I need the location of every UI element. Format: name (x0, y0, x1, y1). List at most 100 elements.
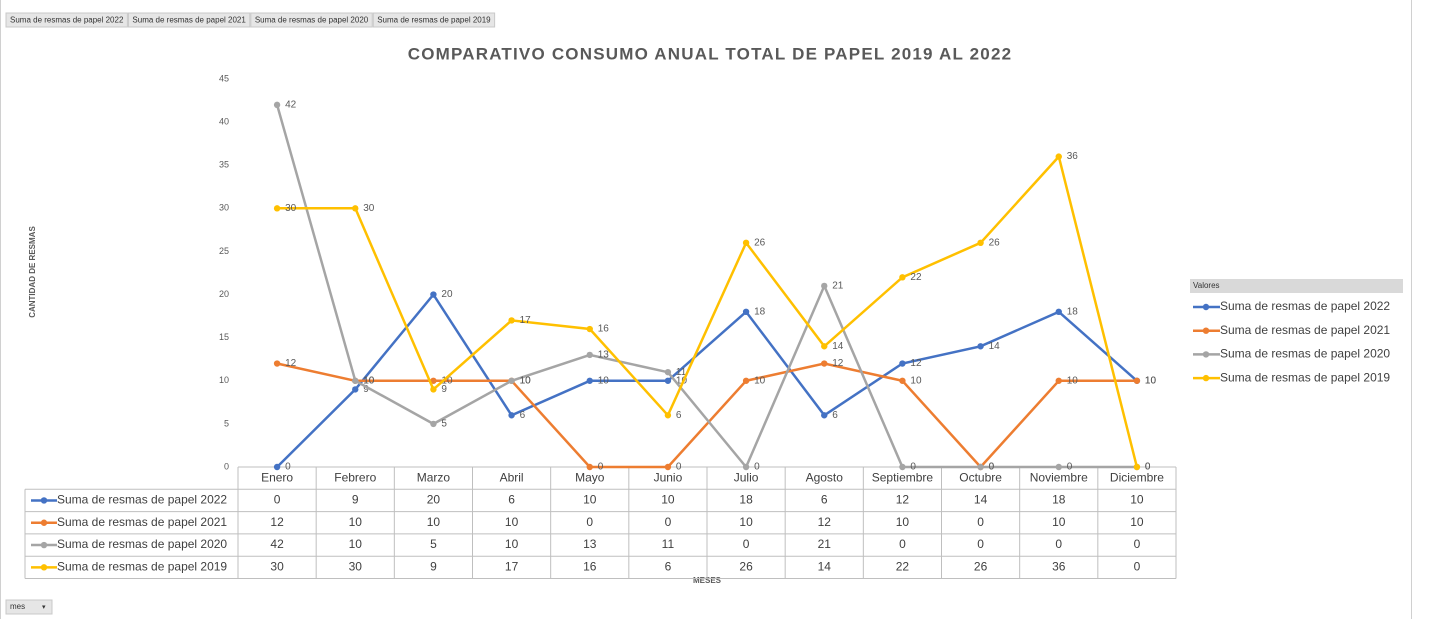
field-button-label[interactable]: Suma de resmas de papel 2021 (132, 16, 246, 25)
y-tick-label: 15 (219, 332, 229, 342)
data-point (430, 377, 437, 384)
series-line (276, 292, 1138, 468)
data-label: 0 (1067, 462, 1073, 473)
data-point (821, 360, 828, 367)
data-label: 10 (363, 375, 375, 386)
data-point (1055, 308, 1062, 315)
data-label: 30 (363, 203, 375, 214)
data-label: 0 (1145, 462, 1151, 473)
data-label: 20 (441, 289, 453, 300)
data-point (430, 386, 437, 393)
table-cell: 20 (427, 493, 441, 507)
field-button-box[interactable] (250, 12, 373, 28)
table-cell: 12 (270, 515, 284, 529)
data-label: 5 (441, 419, 447, 430)
data-label: 0 (910, 462, 916, 473)
x-tick-label: Mayo (575, 470, 605, 484)
table-cell: 10 (1130, 515, 1144, 529)
field-button-box[interactable] (5, 12, 128, 28)
filter-button-label[interactable]: mes (10, 602, 25, 611)
dropdown-arrow[interactable]: ▾ (42, 604, 46, 611)
table-cell: 12 (818, 515, 832, 529)
legend-marker (1202, 351, 1210, 358)
field-button-label[interactable]: Suma de resmas de papel 2020 (255, 16, 369, 25)
data-label: 26 (989, 237, 1001, 248)
field-button[interactable]: Suma de resmas de papel 2019 (372, 12, 496, 28)
data-point (977, 463, 984, 471)
data-point (664, 463, 672, 471)
x-tick-label: Julio (734, 470, 759, 484)
data-point (586, 377, 593, 384)
data-point (899, 274, 906, 281)
data-point (742, 377, 750, 384)
data-point (273, 101, 281, 109)
data-label: 14 (832, 341, 844, 352)
data-point (1055, 377, 1062, 384)
table-cell: 0 (665, 515, 672, 529)
table-cell: 10 (1130, 493, 1144, 507)
data-label: 10 (676, 375, 688, 386)
table-cell: 6 (821, 493, 828, 507)
field-button-label[interactable]: Suma de resmas de papel 2022 (10, 16, 124, 25)
data-label: 10 (910, 375, 922, 386)
data-point (977, 343, 984, 350)
data-label: 12 (832, 358, 844, 369)
y-tick-label: 30 (219, 203, 229, 213)
y-tick-label: 35 (219, 160, 229, 170)
data-label: 0 (1145, 462, 1151, 473)
data-point (273, 205, 281, 212)
data-label: 10 (1145, 375, 1157, 386)
y-tick-label: 10 (219, 375, 229, 385)
data-point (664, 377, 672, 384)
data-label: 6 (832, 410, 838, 421)
table-cell: 9 (352, 493, 359, 507)
data-label: 11 (676, 367, 687, 378)
data-point (352, 377, 359, 384)
legend-marker (1202, 327, 1210, 334)
data-point (352, 205, 359, 212)
legend-marker (1202, 374, 1210, 382)
y-tick-label: 20 (219, 289, 229, 299)
table-cell: 0 (586, 515, 593, 529)
data-label: 6 (520, 410, 526, 421)
y-tick-label: 25 (219, 246, 229, 256)
data-point (508, 377, 515, 384)
table-cell: 0 (977, 515, 984, 529)
filter-button[interactable]: mes ▾ (5, 599, 53, 615)
field-button[interactable]: Suma de resmas de papel 2021 (127, 12, 251, 28)
field-button-box[interactable] (127, 12, 251, 28)
data-label: 0 (676, 462, 682, 473)
data-label: 13 (598, 350, 610, 361)
field-button[interactable]: Suma de resmas de papel 2020 (250, 12, 373, 28)
data-label: 10 (520, 375, 532, 386)
data-point (899, 360, 906, 367)
x-tick-label: Enero (261, 470, 293, 484)
data-point (899, 377, 906, 384)
table-cell: 10 (427, 515, 441, 529)
table-row-label: Suma de resmas de papel 2019 (57, 560, 227, 574)
table-key-marker (40, 564, 48, 571)
data-label: 18 (1067, 306, 1079, 317)
field-button-box[interactable] (372, 12, 496, 28)
field-button[interactable]: Suma de resmas de papel 2022 (5, 12, 128, 28)
data-point (1055, 463, 1062, 471)
table-key-marker (40, 497, 48, 504)
series-line (277, 154, 1139, 468)
data-label: 17 (520, 315, 532, 326)
table-cell: 26 (974, 560, 988, 574)
field-button-label[interactable]: Suma de resmas de papel 2019 (377, 16, 491, 25)
data-label: 30 (285, 203, 297, 214)
table-cell: 17 (505, 560, 519, 574)
data-point (821, 343, 828, 350)
data-label: 36 (1067, 151, 1079, 162)
legend-title: Valores (1193, 281, 1220, 290)
table-cell: 18 (1052, 493, 1066, 507)
table-cell: 21 (818, 537, 832, 551)
table-cell: 6 (665, 560, 672, 574)
table-cell: 10 (896, 515, 910, 529)
x-tick-label: Septiembre (872, 470, 934, 484)
x-tick-label: Diciembre (1110, 470, 1164, 484)
filter-button-box[interactable] (5, 599, 53, 615)
data-label: 10 (363, 375, 375, 386)
